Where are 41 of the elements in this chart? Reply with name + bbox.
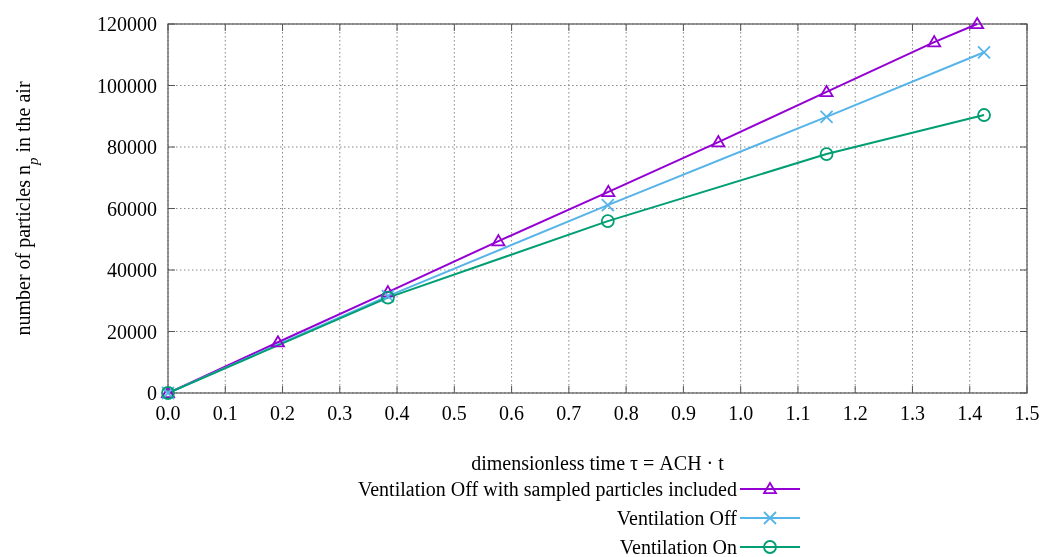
x-tick-label: 0.7 bbox=[556, 402, 582, 424]
x-tick-label: 0.1 bbox=[212, 402, 238, 424]
point bbox=[970, 17, 985, 30]
point bbox=[819, 109, 834, 124]
point bbox=[601, 185, 616, 197]
point bbox=[819, 85, 834, 98]
legend-label: Ventilation Off bbox=[616, 507, 738, 529]
x-tick-label: 1.2 bbox=[842, 402, 868, 424]
point bbox=[927, 35, 942, 48]
x-tick-label: 0.3 bbox=[327, 402, 353, 424]
x-tick-label: 1.0 bbox=[728, 402, 754, 424]
y-tick-label: 0 bbox=[147, 382, 157, 404]
x-tick-label: 0.9 bbox=[670, 402, 696, 424]
x-tick-label: 0.4 bbox=[384, 402, 410, 424]
x-tick-label: 1.4 bbox=[957, 402, 983, 424]
x-tick-label: 0.8 bbox=[613, 402, 639, 424]
x-tick-label: 1.3 bbox=[899, 402, 925, 424]
x-tick-label: 1.1 bbox=[785, 402, 811, 424]
x-tick-label: 0.6 bbox=[499, 402, 525, 424]
legend-label: Ventilation On bbox=[619, 536, 737, 557]
x-tick-label: 1.5 bbox=[1014, 402, 1040, 424]
point bbox=[977, 45, 991, 60]
point bbox=[381, 285, 395, 298]
legend-label: Ventilation Off with sampled particles included bbox=[358, 478, 737, 501]
y-tick-label: 40000 bbox=[107, 259, 157, 281]
point bbox=[819, 147, 834, 161]
point bbox=[977, 108, 991, 122]
point bbox=[271, 335, 285, 348]
x-tick-label: 0.2 bbox=[270, 402, 296, 424]
x-axis-title: dimensionless time τ = ACH · t bbox=[471, 452, 725, 474]
y-tick-label: 80000 bbox=[107, 136, 157, 158]
point bbox=[491, 234, 506, 247]
x-tick-label: 0.5 bbox=[441, 402, 467, 424]
y-tick-label: 20000 bbox=[107, 320, 157, 343]
point bbox=[711, 135, 726, 148]
y-tick-label: 120000 bbox=[97, 13, 157, 35]
y-tick-label: 60000 bbox=[107, 197, 157, 220]
point bbox=[600, 214, 615, 229]
point bbox=[600, 198, 615, 213]
y-tick-label: 100000 bbox=[97, 74, 157, 97]
x-tick-label: 0.0 bbox=[155, 402, 181, 424]
